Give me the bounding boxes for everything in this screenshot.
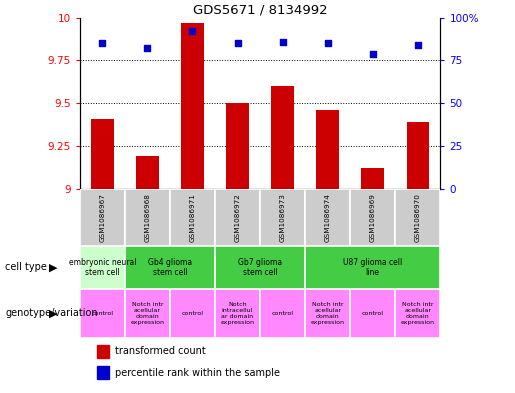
Bar [396,189,440,246]
Bar [80,189,125,246]
Bar [125,189,170,246]
Text: GSM1086967: GSM1086967 [99,193,106,242]
Text: Notch intr
acellular
domain
expression: Notch intr acellular domain expression [311,302,345,325]
Bar [215,189,260,246]
Text: GSM1086970: GSM1086970 [415,193,421,242]
Text: Gb4 glioma
stem cell: Gb4 glioma stem cell [148,257,192,277]
Point [98,40,107,46]
Text: embryonic neural
stem cell: embryonic neural stem cell [68,257,136,277]
Text: ▶: ▶ [49,309,58,318]
Bar [97,366,109,380]
Title: GDS5671 / 8134992: GDS5671 / 8134992 [193,4,328,17]
Text: Notch
intracellul
ar domain
expression: Notch intracellul ar domain expression [220,302,254,325]
Bar [305,246,440,289]
Text: cell type: cell type [5,262,47,272]
Bar [260,189,305,246]
Bar [136,156,159,189]
Text: Gb7 glioma
stem cell: Gb7 glioma stem cell [238,257,282,277]
Bar [316,110,339,189]
Text: GSM1086972: GSM1086972 [234,193,241,242]
Bar [80,246,125,289]
Bar [125,246,215,289]
Bar [91,119,114,189]
Bar [305,289,350,338]
Text: percentile rank within the sample: percentile rank within the sample [115,368,280,378]
Point [323,40,332,46]
Text: Notch intr
acellular
domain
expression: Notch intr acellular domain expression [401,302,435,325]
Bar [215,246,305,289]
Bar [260,289,305,338]
Point [279,39,287,45]
Text: control: control [362,311,384,316]
Point [143,45,151,51]
Point [188,28,197,35]
Text: GSM1086973: GSM1086973 [280,193,286,242]
Bar [226,103,249,189]
Bar [170,189,215,246]
Point [369,50,377,57]
Text: U87 glioma cell
line: U87 glioma cell line [343,257,402,277]
Bar [125,289,170,338]
Text: GSM1086974: GSM1086974 [324,193,331,242]
Text: genotype/variation: genotype/variation [5,309,98,318]
Text: ▶: ▶ [49,262,58,272]
Bar [396,289,440,338]
Text: control: control [271,311,294,316]
Text: control: control [91,311,113,316]
Bar [271,86,294,189]
Bar [80,289,125,338]
Text: Notch intr
acellular
domain
expression: Notch intr acellular domain expression [130,302,164,325]
Text: GSM1086971: GSM1086971 [190,193,196,242]
Bar [362,168,384,189]
Text: GSM1086968: GSM1086968 [144,193,150,242]
Bar [170,289,215,338]
Bar [406,122,429,189]
Text: GSM1086969: GSM1086969 [370,193,376,242]
Text: control: control [181,311,203,316]
Bar [350,289,396,338]
Bar [181,23,204,189]
Text: transformed count: transformed count [115,346,205,356]
Point [233,40,242,46]
Bar [350,189,396,246]
Point [414,42,422,48]
Bar [215,289,260,338]
Bar [305,189,350,246]
Bar [97,345,109,358]
